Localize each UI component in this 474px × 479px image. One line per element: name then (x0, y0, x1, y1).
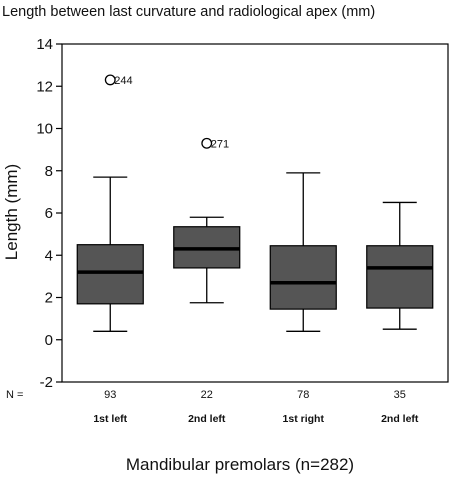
y-tick-label: 10 (36, 121, 53, 138)
outlier-point (201, 137, 213, 149)
outlier-point (104, 74, 116, 86)
category-label: 2nd left (381, 413, 419, 425)
n-prefix: N = (6, 389, 23, 401)
y-tick-label: -2 (40, 374, 53, 391)
box-group: 244 (76, 74, 144, 332)
y-tick-label: 8 (45, 163, 53, 180)
y-tick-label: 2 (45, 290, 53, 307)
chart-title: Length between last curvature and radiol… (2, 4, 375, 20)
category-label: 1st right (283, 413, 325, 425)
box-group: 271 (173, 137, 241, 304)
box-group (269, 172, 337, 332)
category-label: 1st left (93, 413, 127, 425)
box-iqr (269, 245, 337, 310)
y-tick-label: 4 (45, 247, 53, 264)
n-count-label: 22 (201, 389, 213, 401)
outlier-label: 244 (114, 75, 132, 87)
box-iqr (76, 244, 144, 305)
box-group (366, 201, 434, 330)
y-tick-label: 12 (36, 78, 53, 95)
n-count-label: 78 (297, 389, 309, 401)
category-label: 2nd left (188, 413, 226, 425)
box-iqr (366, 245, 434, 309)
y-axis-title: Length (mm) (2, 164, 21, 260)
y-tick-label: 14 (36, 36, 53, 53)
x-labels: 93 1st left 22 2nd left 78 1st right 35 2nd lef… (93, 389, 419, 425)
y-tick-label: 0 (45, 332, 53, 349)
n-count-label: 35 (394, 389, 406, 401)
n-count-label: 93 (104, 389, 116, 401)
y-tick-label: 6 (45, 205, 53, 222)
boxes-layer: 244 271 (76, 74, 434, 332)
x-axis-title: Mandibular premolars (n=282) (126, 455, 354, 474)
y-axis: -2 0 2 4 6 8 10 12 14 (36, 36, 62, 391)
outlier-label: 271 (211, 138, 229, 150)
